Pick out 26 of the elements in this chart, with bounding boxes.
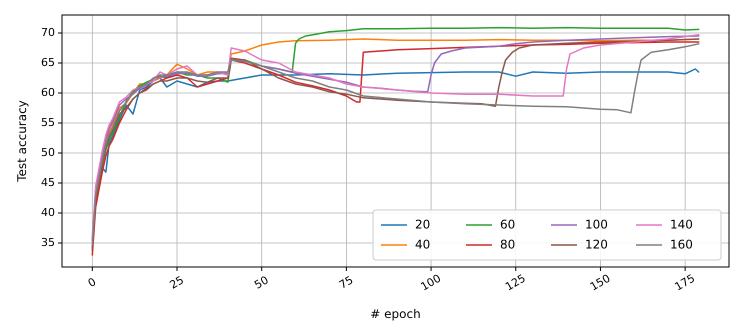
legend-label: 20 <box>415 217 430 232</box>
legend-label: 140 <box>670 217 693 232</box>
y-tick-label: 65 <box>41 56 55 70</box>
y-tick-label: 50 <box>41 146 55 160</box>
y-tick-label: 40 <box>41 206 55 220</box>
x-tick-label: 25 <box>167 273 186 292</box>
y-tick-label: 60 <box>41 86 55 100</box>
x-tick-label: 75 <box>336 273 356 292</box>
legend-label: 120 <box>585 237 608 252</box>
legend-label: 160 <box>670 237 693 252</box>
legend-label: 100 <box>585 217 608 232</box>
legend-label: 40 <box>415 237 430 252</box>
y-tick-label: 45 <box>41 176 55 190</box>
y-axis-title: Test accuracy <box>15 100 29 183</box>
x-tick-label: 175 <box>672 272 698 294</box>
x-tick-label: 0 <box>86 275 98 290</box>
x-axis-title: # epoch <box>370 307 421 321</box>
x-tick-label: 150 <box>588 272 613 294</box>
y-tick-label: 55 <box>41 116 55 130</box>
x-tick-label: 100 <box>418 272 444 294</box>
legend-label: 60 <box>500 217 516 232</box>
y-tick-label: 35 <box>41 236 55 250</box>
legend-label: 80 <box>500 237 516 252</box>
y-tick-label: 70 <box>41 26 55 40</box>
x-tick-label: 50 <box>252 273 271 292</box>
x-tick-label: 125 <box>503 272 528 294</box>
